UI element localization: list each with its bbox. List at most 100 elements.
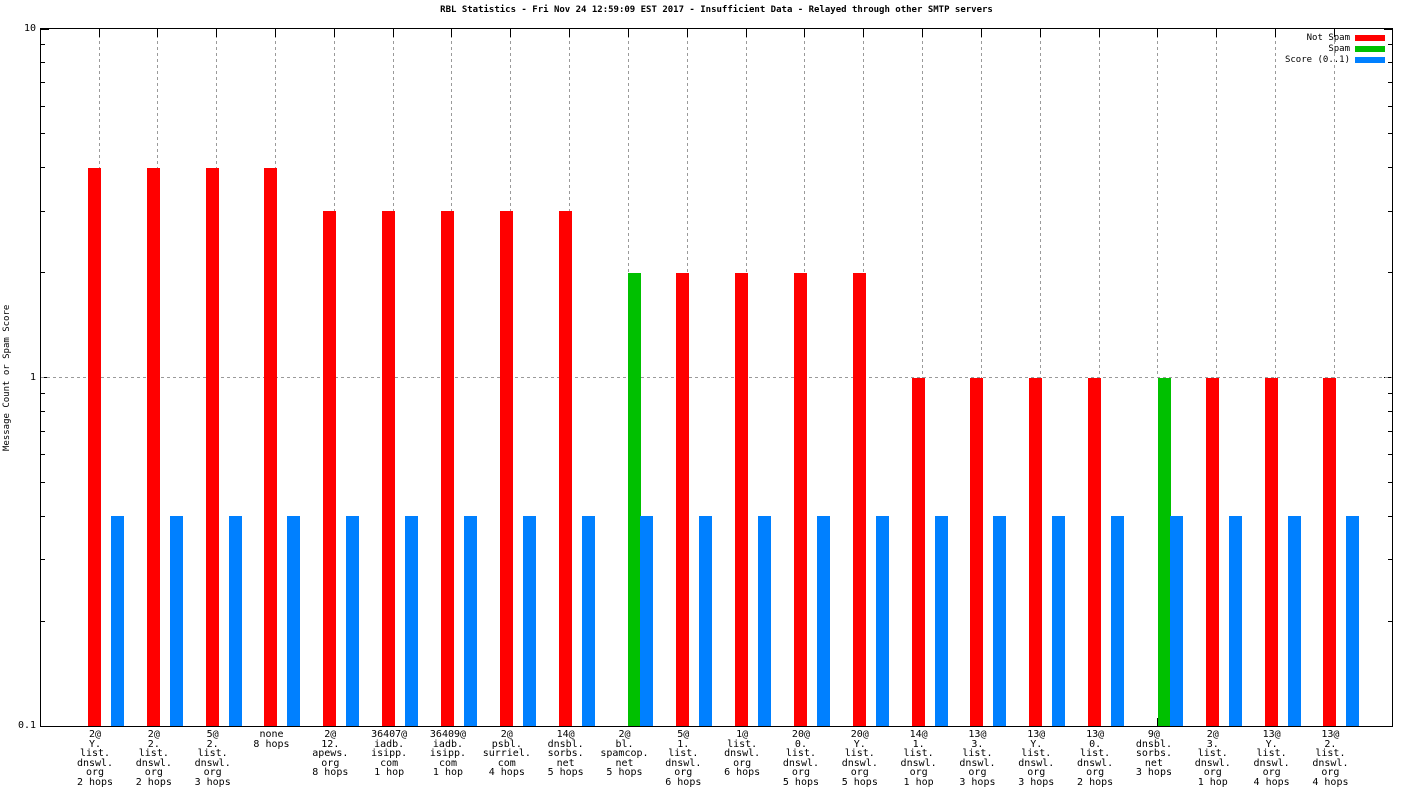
bar-not-spam	[88, 167, 101, 726]
bar-not-spam	[852, 272, 866, 726]
gridline-xtick	[510, 29, 512, 378]
gridline-xtick	[1157, 29, 1159, 378]
bar-not-spam	[676, 272, 690, 726]
bar-score	[169, 516, 183, 726]
gridline-xtick	[627, 29, 629, 378]
x-tick-top	[98, 29, 100, 37]
gridline-xtick	[980, 29, 982, 378]
y-minor-tick-right	[1388, 392, 1392, 394]
bar-not-spam	[1205, 377, 1219, 726]
bar-not-spam	[1088, 377, 1102, 726]
y-major-tick-right	[1384, 725, 1392, 727]
x-tick-label: 36407@ iadb. isipp. com 1 hop	[371, 729, 408, 778]
x-tick-label: 5@ 2. list. dnswl. org 3 hops	[194, 729, 231, 788]
x-tick-top	[216, 29, 218, 37]
gridline-xtick	[1039, 29, 1041, 378]
y-minor-tick-left	[41, 559, 45, 561]
gridline-xtick	[745, 29, 747, 378]
x-tick-label: 2@ 12. apews. org 8 hops	[312, 729, 349, 778]
bar-score	[1228, 516, 1242, 726]
x-tick-label: 2@ Y. list. dnswl. org 2 hops	[76, 729, 114, 788]
y-minor-tick-right	[1388, 454, 1392, 456]
gridline-xtick	[922, 29, 924, 378]
x-tick-label: 36409@ iadb. isipp. com 1 hop	[429, 729, 467, 778]
y-minor-tick-right	[1388, 210, 1392, 212]
y-minor-tick-left	[41, 167, 45, 169]
x-tick-label: 13@ Y. list. dnswl. org 4 hops	[1253, 729, 1290, 788]
x-tick-top	[745, 29, 747, 37]
y-minor-tick-right	[1388, 559, 1392, 561]
bar-score	[522, 516, 536, 726]
x-tick-label: 9@ dnsbl. sorbs. net 3 hops	[1135, 729, 1172, 778]
bar-score	[1169, 516, 1183, 726]
bar-score	[581, 516, 595, 726]
x-tick-top	[157, 29, 159, 37]
y-minor-tick-left	[41, 82, 45, 84]
x-tick-label: 20@ 0. list. dnswl. org 5 hops	[782, 729, 820, 788]
y-tick-label: 10	[23, 23, 36, 34]
gridline-xtick	[1333, 29, 1335, 378]
y-major-tick-right	[1384, 28, 1392, 30]
gridline-xtick	[686, 29, 688, 378]
x-tick-top	[804, 29, 806, 37]
bar-score	[463, 516, 477, 726]
y-minor-tick-left	[41, 44, 45, 46]
bar-not-spam	[911, 377, 925, 726]
x-tick-label: 2@ psbl. surriel. com 4 hops	[482, 729, 531, 778]
y-minor-tick-right	[1388, 272, 1392, 274]
x-tick-top	[569, 29, 571, 37]
bar-score	[699, 516, 713, 726]
bar-not-spam	[1029, 377, 1043, 726]
gridline-xtick	[333, 29, 335, 378]
legend-entry-spam: Spam	[1285, 43, 1385, 54]
x-tick-top	[510, 29, 512, 37]
x-tick-label: 5@ 1. list. dnswl. org 6 hops	[665, 729, 702, 788]
legend-entry-not_spam: Not Spam	[1285, 32, 1385, 43]
y-minor-tick-left	[41, 481, 45, 483]
x-tick-label: 13@ Y. list. dnswl. org 3 hops	[1018, 729, 1055, 788]
bar-score	[287, 516, 301, 726]
y-minor-tick-left	[41, 62, 45, 64]
bar-score	[993, 516, 1007, 726]
x-tick-top	[1275, 29, 1277, 37]
x-tick-label: 20@ Y. list. dnswl. org 5 hops	[841, 729, 878, 788]
x-tick-top	[333, 29, 335, 37]
y-minor-tick-right	[1388, 82, 1392, 84]
legend-label: Not Spam	[1306, 32, 1350, 43]
bar-score	[1111, 516, 1125, 726]
x-tick-top	[274, 29, 276, 37]
y-minor-tick-right	[1388, 481, 1392, 483]
bar-score	[228, 516, 242, 726]
x-tick-label: 2@ 3. list. dnswl. org 1 hop	[1194, 729, 1231, 788]
y-tick-label: 0.1	[17, 720, 36, 731]
bar-not-spam	[146, 167, 160, 726]
bar-not-spam	[382, 211, 396, 726]
bar-not-spam	[440, 211, 454, 726]
bar-score	[346, 516, 360, 726]
legend-swatch	[1355, 45, 1385, 52]
x-tick-top	[1216, 29, 1218, 37]
y-minor-tick-left	[41, 515, 45, 517]
y-minor-tick-left	[41, 210, 45, 212]
x-tick-label: 13@ 3. list. dnswl. org 3 hops	[959, 729, 996, 788]
y-minor-tick-right	[1388, 105, 1392, 107]
y-minor-tick-right	[1388, 62, 1392, 64]
bar-score	[1052, 516, 1066, 726]
legend-swatch	[1355, 34, 1385, 41]
y-minor-tick-right	[1388, 167, 1392, 169]
x-tick-label: 14@ dnsbl. sorbs. net 5 hops	[547, 729, 584, 778]
gridline-xtick	[1098, 29, 1100, 378]
x-tick-top	[1039, 29, 1041, 37]
bar-not-spam	[970, 377, 984, 726]
bar-not-spam	[735, 272, 749, 726]
gridline-xtick	[1275, 29, 1277, 378]
x-tick-top	[627, 29, 629, 37]
bar-not-spam	[264, 167, 278, 726]
bar-spam	[1157, 377, 1171, 726]
chart-title: RBL Statistics - Fri Nov 24 12:59:09 EST…	[440, 5, 993, 15]
y-minor-tick-right	[1388, 430, 1392, 432]
bar-score	[758, 516, 772, 726]
bar-not-spam	[499, 211, 513, 726]
gridline-xtick	[804, 29, 806, 378]
